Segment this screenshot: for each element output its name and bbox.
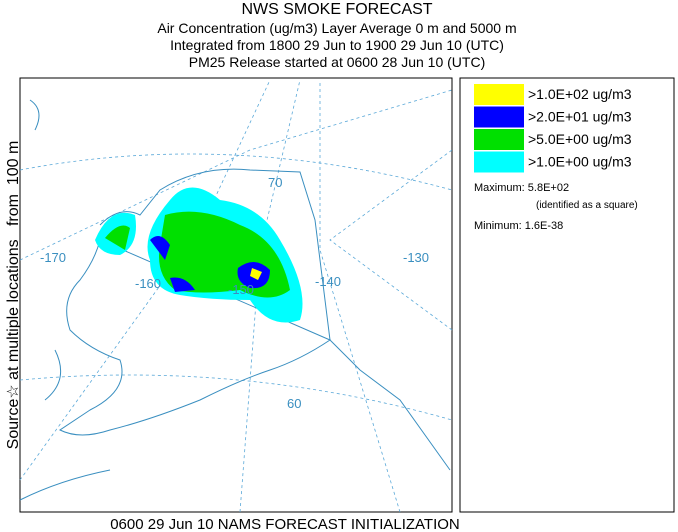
legend-swatch (474, 106, 524, 128)
legend-swatch (474, 84, 524, 105)
header-line: PM25 Release started at 0600 28 Jun 10 (… (189, 54, 486, 70)
header-line: Integrated from 1800 29 Jun to 1900 29 J… (170, 37, 504, 53)
graticule-label: -150 (228, 282, 254, 297)
legend-note: (identified as a square) (536, 200, 638, 211)
map: -170 -160 -150 -140 -130 70 60 (19, 77, 453, 513)
title: NWS SMOKE FORECAST (241, 1, 432, 18)
graticule-label: -170 (40, 250, 66, 265)
legend-box (459, 77, 675, 513)
legend-label: >5.0E+00 ug/m3 (528, 131, 632, 147)
legend-swatch (474, 129, 524, 150)
legend-label: >1.0E+02 ug/m3 (528, 86, 632, 102)
legend-label: >2.0E+01 ug/m3 (528, 109, 632, 125)
legend-maximum: Maximum: 5.8E+02 (474, 182, 569, 194)
legend-minimum: Minimum: 1.6E-38 (474, 220, 563, 232)
legend-label: >1.0E+00 ug/m3 (528, 154, 632, 170)
graticule-label: -130 (403, 250, 429, 265)
graticule-label: 70 (268, 175, 282, 190)
graticule-label: 60 (287, 396, 301, 411)
graticule-label: -140 (315, 274, 341, 289)
header-line: Air Concentration (ug/m3) Layer Average … (157, 20, 516, 36)
footer: 0600 29 Jun 10 NAMS FORECAST INITIALIZAT… (110, 516, 460, 532)
graticule-label: -160 (135, 276, 161, 291)
side-label: Source☆ at multiple locations from 100 m (5, 141, 22, 450)
legend-swatch (474, 151, 524, 173)
